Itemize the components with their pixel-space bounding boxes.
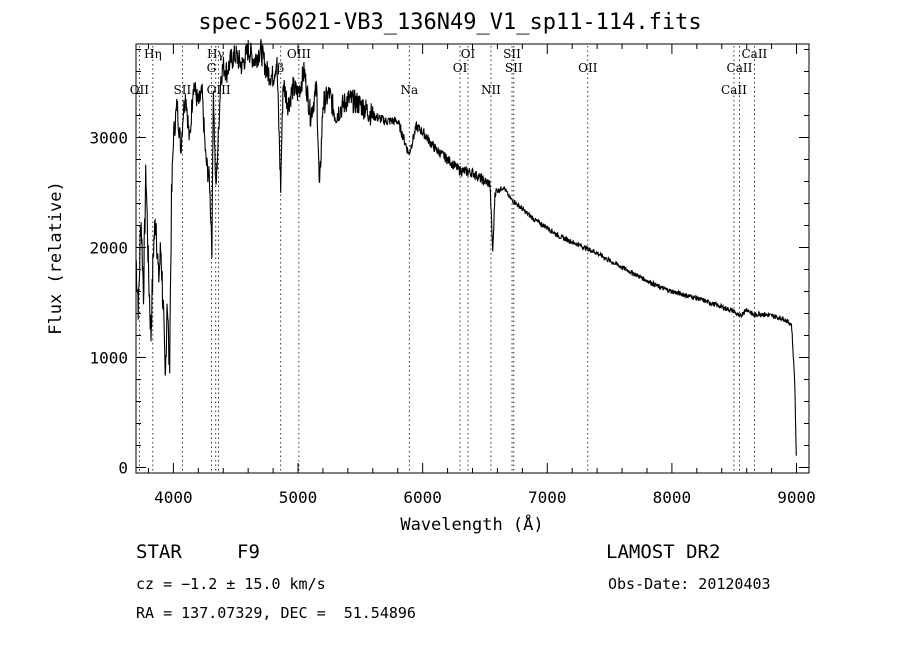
x-tick-label: 9000: [777, 488, 816, 507]
x-axis-label: Wavelength (Å): [400, 513, 543, 535]
spectral-line-label: CaII: [727, 61, 753, 75]
y-tick-label: 1000: [89, 349, 128, 368]
spectral-line-label: Hη: [144, 47, 162, 61]
spectral-line-label: OI: [461, 47, 476, 61]
y-tick-label: 2000: [89, 239, 128, 258]
y-tick-label: 3000: [89, 129, 128, 148]
spectral-line-label: CaII: [741, 47, 767, 61]
object-class: STAR: [136, 541, 182, 563]
spectral-line-label: OII: [130, 83, 150, 97]
x-tick-label: 4000: [154, 488, 193, 507]
chart-title: spec-56021-VB3_136N49_V1_sp11-114.fits: [198, 10, 702, 35]
redshift-cz: cz = −1.2 ± 15.0 km/s: [136, 575, 326, 593]
y-tick-label: 0: [118, 459, 128, 478]
y-axis-label: Flux (relative): [46, 181, 66, 335]
spectral-line-label: NII: [481, 83, 501, 97]
spectral-line-label: OII: [578, 61, 598, 75]
survey-name: LAMOST DR2: [606, 541, 721, 563]
x-tick-label: 6000: [403, 488, 442, 507]
obs-date: Obs-Date: 20120403: [608, 575, 771, 593]
spectral-line-label: SII: [505, 61, 523, 75]
spectral-line-label: G: [207, 61, 217, 75]
coordinates: RA = 137.07329, DEC = 51.54896: [136, 604, 416, 622]
spectral-line-label: Hγ: [207, 47, 225, 61]
spectral-line-markers: [138, 46, 755, 471]
spectral-line-label: OIII: [207, 83, 231, 97]
spectral-line-label: Na: [400, 83, 418, 97]
plot-frame: [135, 43, 810, 474]
x-tick-label: 5000: [279, 488, 318, 507]
spectral-line-label: SII: [174, 83, 192, 97]
spectral-line-label: SII: [503, 47, 521, 61]
spectral-line-label: OIII: [287, 47, 311, 61]
spectral-line-label: OI: [453, 61, 468, 75]
axis-ticks: [136, 44, 809, 473]
subclass: F9: [237, 541, 260, 563]
spectrum-line: [135, 39, 797, 456]
x-tick-label: 8000: [653, 488, 692, 507]
axis-tick-labels: 4000 5000 6000 7000 8000 9000 0 1000 2000 3000: [89, 129, 815, 508]
spectral-line-label: CaII: [721, 83, 747, 97]
x-tick-label: 7000: [528, 488, 567, 507]
spectral-line-label: β: [277, 61, 284, 75]
